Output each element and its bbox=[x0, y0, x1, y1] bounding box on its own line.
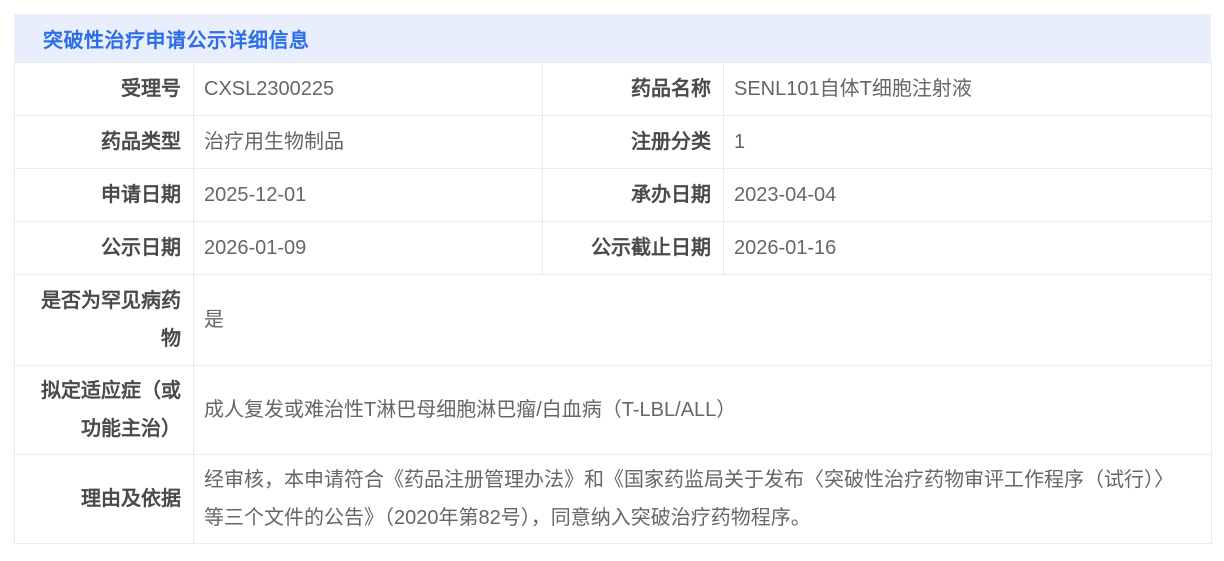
table-row-indication: 拟定适应症（或功能主治） 成人复发或难治性T淋巴母细胞淋巴瘤/白血病（T-LBL… bbox=[14, 365, 1212, 455]
label-drug-type: 药品类型 bbox=[14, 115, 194, 169]
table-row-publicity-date: 公示日期 2026-01-09 公示截止日期 2026-01-16 bbox=[14, 221, 1212, 275]
value-reason: 经审核，本申请符合《药品注册管理办法》和《国家药监局关于发布〈突破性治疗药物审评… bbox=[193, 454, 1212, 544]
panel-header: 突破性治疗申请公示详细信息 bbox=[14, 14, 1211, 62]
value-publicity-date: 2026-01-09 bbox=[193, 221, 543, 275]
label-reg-category: 注册分类 bbox=[542, 115, 724, 169]
value-acceptance-no: CXSL2300225 bbox=[193, 62, 543, 116]
breakthrough-therapy-detail-panel: 突破性治疗申请公示详细信息 受理号 CXSL2300225 药品名称 SENL1… bbox=[14, 14, 1212, 544]
label-apply-date: 申请日期 bbox=[14, 168, 194, 222]
value-publicity-end-date: 2026-01-16 bbox=[723, 221, 1212, 275]
value-apply-date: 2025-12-01 bbox=[193, 168, 543, 222]
value-undertake-date: 2023-04-04 bbox=[723, 168, 1212, 222]
label-drug-name: 药品名称 bbox=[542, 62, 724, 116]
detail-table: 受理号 CXSL2300225 药品名称 SENL101自体T细胞注射液 药品类… bbox=[14, 62, 1212, 544]
label-acceptance-no: 受理号 bbox=[14, 62, 194, 116]
label-reason: 理由及依据 bbox=[14, 454, 194, 544]
label-publicity-date: 公示日期 bbox=[14, 221, 194, 275]
value-drug-type: 治疗用生物制品 bbox=[193, 115, 543, 169]
value-rare-disease: 是 bbox=[193, 274, 1212, 366]
table-row-type: 药品类型 治疗用生物制品 注册分类 1 bbox=[14, 115, 1212, 169]
page-title: 突破性治疗申请公示详细信息 bbox=[43, 29, 310, 52]
table-row-rare-disease: 是否为罕见病药物 是 bbox=[14, 274, 1212, 366]
value-indication: 成人复发或难治性T淋巴母细胞淋巴瘤/白血病（T-LBL/ALL） bbox=[193, 365, 1212, 455]
table-row-apply-date: 申请日期 2025-12-01 承办日期 2023-04-04 bbox=[14, 168, 1212, 222]
table-row-acceptance: 受理号 CXSL2300225 药品名称 SENL101自体T细胞注射液 bbox=[14, 62, 1212, 116]
value-drug-name: SENL101自体T细胞注射液 bbox=[723, 62, 1212, 116]
label-undertake-date: 承办日期 bbox=[542, 168, 724, 222]
label-indication: 拟定适应症（或功能主治） bbox=[14, 365, 194, 455]
value-reg-category: 1 bbox=[723, 115, 1212, 169]
table-row-reason: 理由及依据 经审核，本申请符合《药品注册管理办法》和《国家药监局关于发布〈突破性… bbox=[14, 454, 1212, 544]
label-rare-disease: 是否为罕见病药物 bbox=[14, 274, 194, 366]
label-publicity-end-date: 公示截止日期 bbox=[542, 221, 724, 275]
